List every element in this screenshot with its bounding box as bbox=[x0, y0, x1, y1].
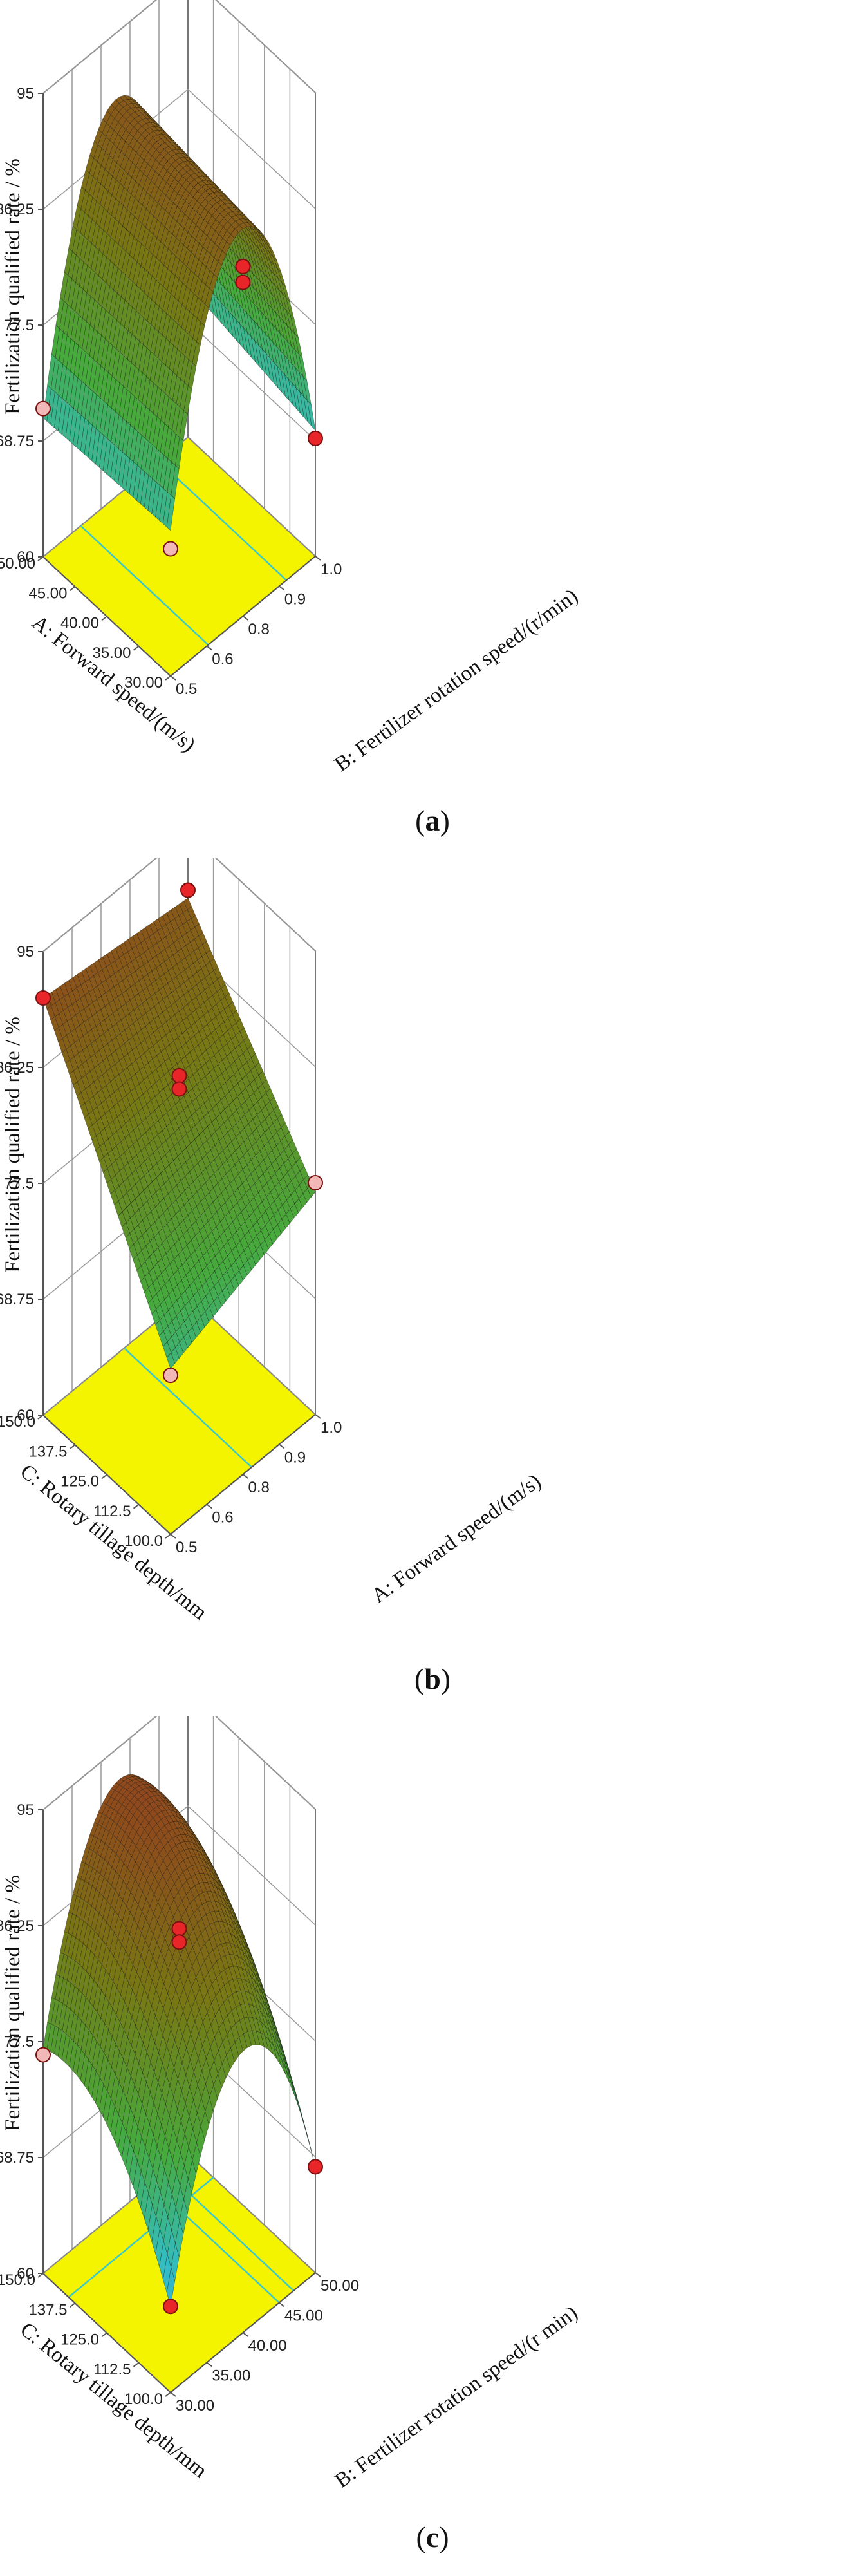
left-axis-ticks: 30.00 35.00 40.00 45.00 50.00 bbox=[0, 555, 171, 691]
left-axis-tick-label: 112.5 bbox=[93, 1503, 131, 1520]
design-point bbox=[235, 258, 251, 274]
right-axis-ticks: 0.5 0.6 0.8 0.9 1.0 bbox=[170, 556, 342, 698]
chart-panel-a: 60 68.75 77.5 86.25 95 Fertilization qualifie… bbox=[0, 0, 582, 837]
left-axis-tick-label: 35.00 bbox=[92, 644, 131, 662]
response-surface bbox=[42, 95, 316, 531]
left-axis-tick-label: 100.0 bbox=[124, 2391, 163, 2408]
left-axis-tick-label: 112.5 bbox=[93, 2361, 131, 2378]
design-points bbox=[35, 882, 323, 1384]
right-axis-tick-label: 1.0 bbox=[321, 561, 342, 578]
z-tick-label: 86.25 bbox=[0, 1059, 34, 1076]
z-tick-label: 68.75 bbox=[0, 2149, 34, 2167]
z-tick-label: 60 bbox=[17, 2265, 34, 2282]
z-tick-label: 95 bbox=[17, 1801, 34, 1819]
panel-caption: (c) bbox=[416, 2521, 449, 2553]
contour-line bbox=[158, 460, 287, 581]
left-axis-tick-label: 30.00 bbox=[124, 674, 163, 691]
left-axis-tick-label: 40.00 bbox=[60, 615, 99, 632]
right-axis-tick-label: 30.00 bbox=[176, 2397, 214, 2414]
contour-line bbox=[80, 525, 209, 646]
z-tick-label: 77.5 bbox=[4, 2033, 34, 2051]
right-axis-tick-label: 40.00 bbox=[248, 2337, 287, 2355]
z-tick-label: 86.25 bbox=[0, 201, 34, 218]
design-point bbox=[308, 1175, 323, 1190]
design-point bbox=[308, 430, 323, 446]
design-point bbox=[171, 1067, 187, 1084]
right-axis-ticks: 0.5 0.6 0.8 0.9 1.0 bbox=[170, 1414, 342, 1556]
left-axis-ticks: 100.0 112.5 125.0 137.5 150.0 bbox=[0, 1413, 171, 1550]
z-tick-label: 86.25 bbox=[0, 1917, 34, 1935]
design-point bbox=[163, 1368, 178, 1384]
z-axis-title: Fertilization qualified rate / % bbox=[1, 158, 24, 415]
right-axis-tick-label: 35.00 bbox=[212, 2367, 250, 2385]
right-axis-title: B: Fertilizer rotation speed/(r/min) bbox=[331, 585, 582, 776]
z-tick-label: 68.75 bbox=[0, 1291, 34, 1308]
design-point bbox=[35, 2047, 51, 2063]
z-tick-label: 95 bbox=[17, 85, 34, 102]
left-axis-tick-label: 125.0 bbox=[60, 2331, 99, 2349]
chart-panel-b: 60 68.75 77.5 86.25 95 Fertilization qualifie… bbox=[0, 858, 545, 1695]
left-axis-ticks: 100.0 112.5 125.0 137.5 150.0 bbox=[0, 2271, 171, 2408]
design-points bbox=[35, 258, 323, 557]
right-axis-tick-label: 0.6 bbox=[212, 651, 233, 668]
right-axis-title: B: Fertilizer rotation speed/(r min) bbox=[331, 2301, 582, 2492]
panel-caption: (a) bbox=[415, 804, 450, 837]
design-point bbox=[171, 1934, 187, 1950]
left-axis-tick-label: 137.5 bbox=[28, 1443, 67, 1460]
design-point bbox=[35, 990, 51, 1006]
z-tick-label: 77.5 bbox=[4, 1175, 34, 1192]
z-tick-label: 95 bbox=[17, 943, 34, 961]
design-point bbox=[308, 2159, 323, 2175]
design-point bbox=[35, 400, 51, 417]
right-axis-ticks: 30.00 35.00 40.00 45.00 50.00 bbox=[170, 2272, 359, 2414]
left-axis-tick-label: 100.0 bbox=[124, 1532, 163, 1550]
right-axis-tick-label: 0.5 bbox=[176, 681, 197, 698]
right-axis-tick-label: 0.9 bbox=[284, 1449, 306, 1467]
response-surface bbox=[42, 898, 316, 1369]
right-axis-tick-label: 1.0 bbox=[321, 1419, 342, 1436]
right-axis-tick-label: 0.6 bbox=[212, 1509, 233, 1527]
z-axis-ticks: 60 68.75 77.5 86.25 95 bbox=[0, 1801, 43, 2282]
z-tick-label: 60 bbox=[17, 1407, 34, 1424]
left-axis-tick-label: 150.0 bbox=[0, 2271, 35, 2289]
design-point bbox=[171, 1921, 187, 1937]
z-axis-ticks: 60 68.75 77.5 86.25 95 bbox=[0, 943, 43, 1424]
right-axis-title: A: Forward speed/(m/s) bbox=[367, 1470, 545, 1608]
left-axis-tick-label: 150.0 bbox=[0, 1413, 35, 1431]
z-axis-title: Fertilization qualified rate / % bbox=[1, 1017, 24, 1273]
z-axis-title: Fertilization qualified rate / % bbox=[1, 1875, 24, 2131]
left-axis-tick-label: 50.00 bbox=[0, 555, 35, 572]
right-axis-tick-label: 0.9 bbox=[284, 591, 306, 608]
design-point bbox=[171, 1081, 187, 1097]
contour-line bbox=[124, 1347, 252, 1468]
panel-caption: (b) bbox=[414, 1662, 451, 1695]
chart-panel-c: 60 68.75 77.5 86.25 95 Fertilization qualifie… bbox=[0, 1716, 582, 2553]
design-point bbox=[180, 882, 196, 898]
left-axis-tick-label: 137.5 bbox=[28, 2301, 67, 2318]
right-axis-tick-label: 50.00 bbox=[321, 2277, 359, 2295]
design-point bbox=[163, 2299, 178, 2315]
left-axis-tick-label: 45.00 bbox=[28, 585, 67, 602]
z-tick-label: 68.75 bbox=[0, 433, 34, 450]
z-tick-label: 60 bbox=[17, 549, 34, 566]
z-tick-label: 77.5 bbox=[4, 317, 34, 334]
z-axis-ticks: 60 68.75 77.5 86.25 95 bbox=[0, 85, 43, 566]
right-axis-tick-label: 0.8 bbox=[248, 621, 270, 638]
design-points bbox=[35, 1921, 323, 2315]
right-axis-tick-label: 45.00 bbox=[284, 2308, 323, 2325]
design-point bbox=[235, 274, 251, 290]
left-axis-tick-label: 125.0 bbox=[60, 1473, 99, 1490]
right-axis-tick-label: 0.8 bbox=[248, 1479, 270, 1496]
response-surface bbox=[42, 1774, 316, 2307]
design-point bbox=[163, 541, 178, 557]
right-axis-tick-label: 0.5 bbox=[176, 1539, 197, 1556]
